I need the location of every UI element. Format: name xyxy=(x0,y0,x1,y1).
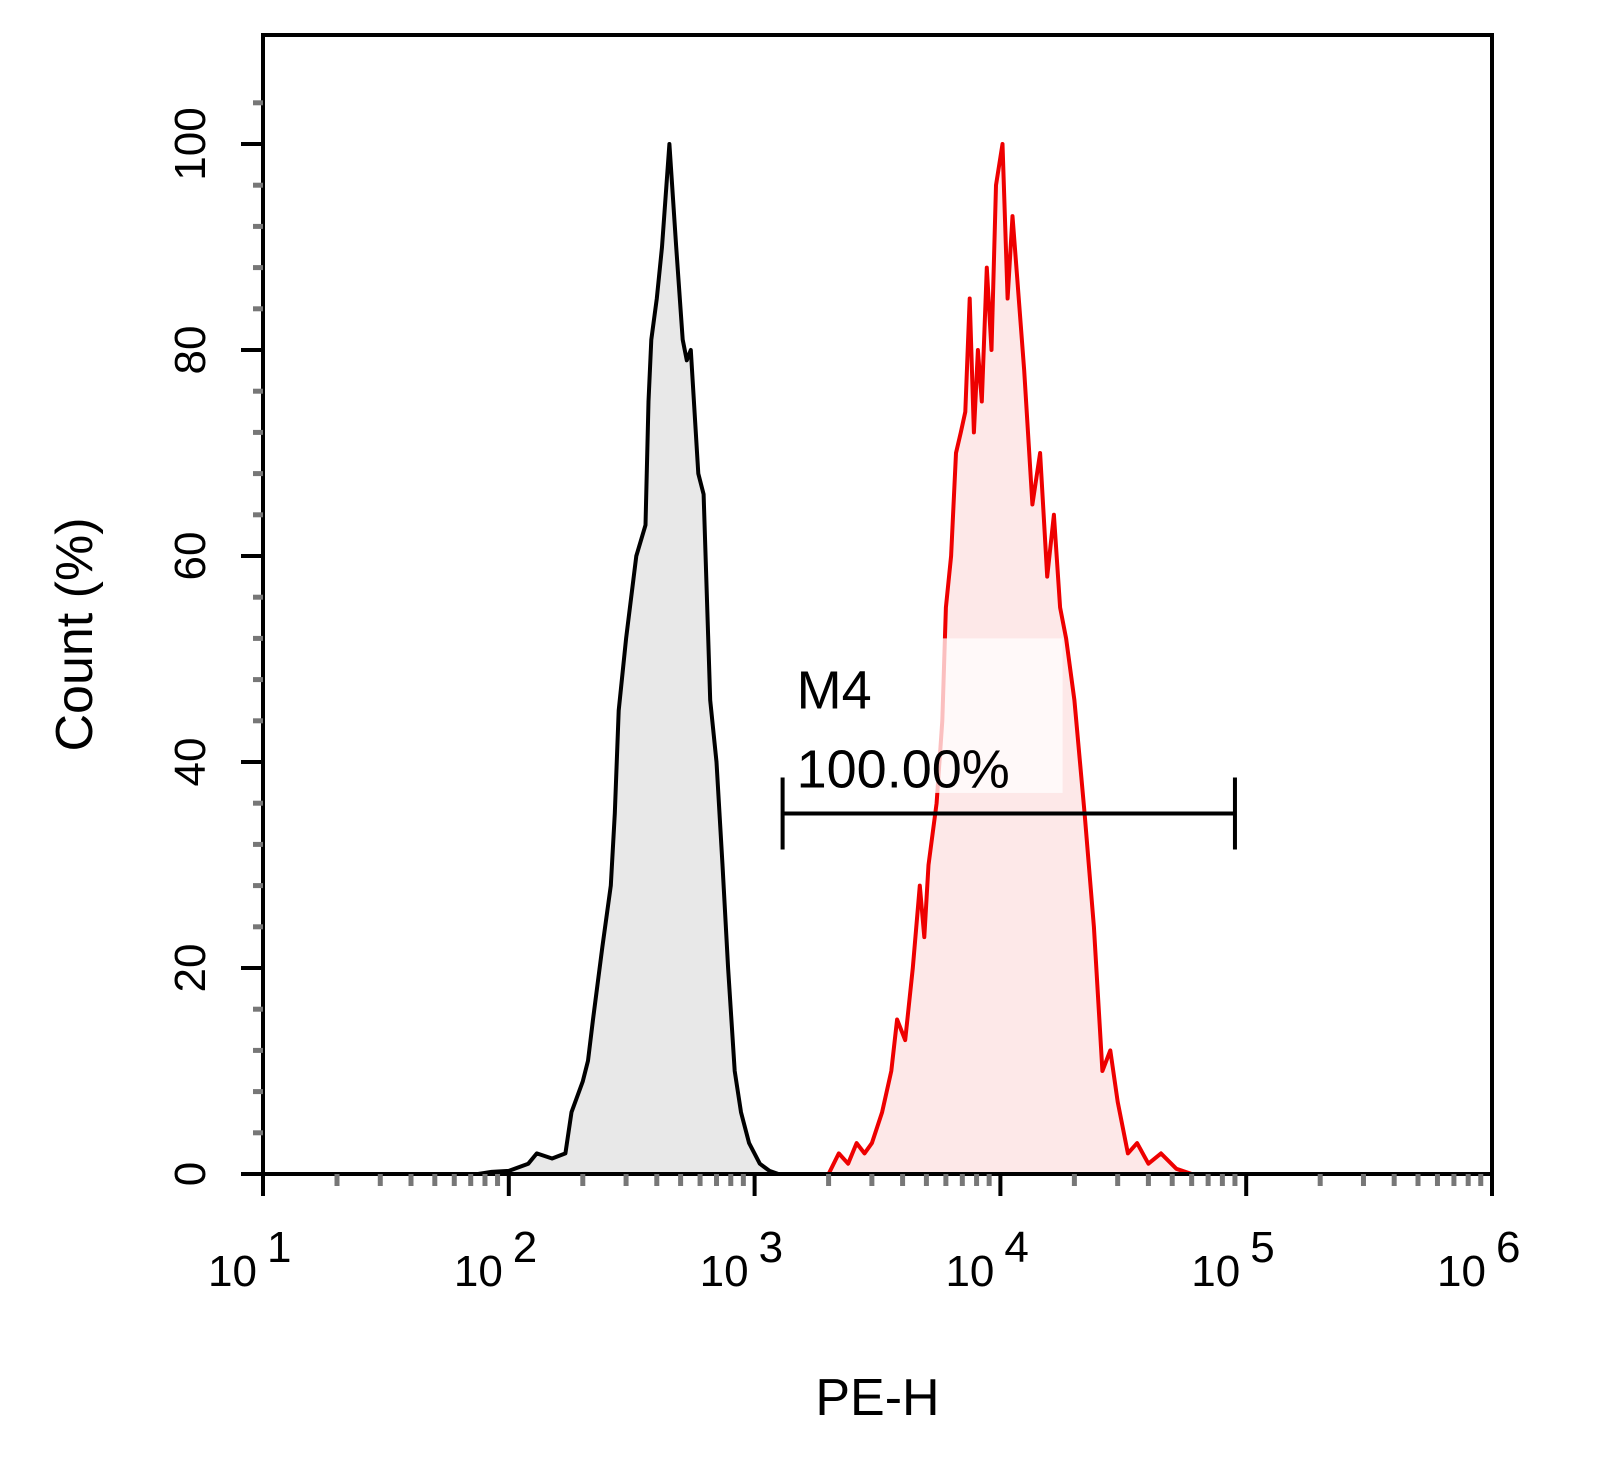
series-2-line xyxy=(790,142,1193,1176)
plot-frame xyxy=(261,33,1494,1176)
x-tick-exponent: 2 xyxy=(513,1223,537,1272)
marker-name: M4 xyxy=(797,661,872,721)
x-tick-label: 10 2 xyxy=(454,1223,537,1296)
x-axis-label: PE-H xyxy=(815,1369,939,1427)
x-tick-exponent: 5 xyxy=(1250,1223,1274,1272)
x-tick-base: 10 xyxy=(945,1247,994,1296)
marker-percent: 100.00% xyxy=(797,740,1010,800)
x-tick-base: 10 xyxy=(1191,1247,1240,1296)
marker-label-backdrop xyxy=(932,638,1063,793)
x-tick-exponent: 6 xyxy=(1496,1223,1520,1272)
x-tick-base: 10 xyxy=(208,1247,257,1296)
x-axis: 10 1 10 2 10 3 10 4 10 5 10 6 xyxy=(208,1174,1520,1296)
x-tick-base: 10 xyxy=(1437,1247,1486,1296)
x-tick-base: 10 xyxy=(700,1247,749,1296)
x-tick-label: 10 5 xyxy=(1191,1223,1274,1296)
y-tick-label: 80 xyxy=(166,326,215,375)
y-axis: 0 20 40 60 80 100 xyxy=(166,100,263,1186)
y-tick-label: 60 xyxy=(166,532,215,581)
marker-m4: M4 100.00% xyxy=(780,638,1237,850)
x-tick-label: 10 3 xyxy=(700,1223,783,1296)
y-axis-label: Count (%) xyxy=(46,517,104,751)
x-tick-exponent: 3 xyxy=(759,1223,783,1272)
series-layer xyxy=(477,142,1193,1176)
x-tick-exponent: 4 xyxy=(1004,1223,1028,1272)
x-tick-exponent: 1 xyxy=(267,1223,291,1272)
x-tick-label: 10 4 xyxy=(945,1223,1028,1296)
series-1-line xyxy=(477,142,780,1176)
y-tick-label: 40 xyxy=(166,738,215,787)
x-tick-label: 10 6 xyxy=(1437,1223,1520,1296)
y-tick-label: 0 xyxy=(166,1162,215,1186)
y-tick-label: 100 xyxy=(166,107,215,180)
y-tick-label: 20 xyxy=(166,944,215,993)
x-tick-label: 10 1 xyxy=(208,1223,291,1296)
x-tick-base: 10 xyxy=(454,1247,503,1296)
series-1-fill xyxy=(478,144,779,1174)
